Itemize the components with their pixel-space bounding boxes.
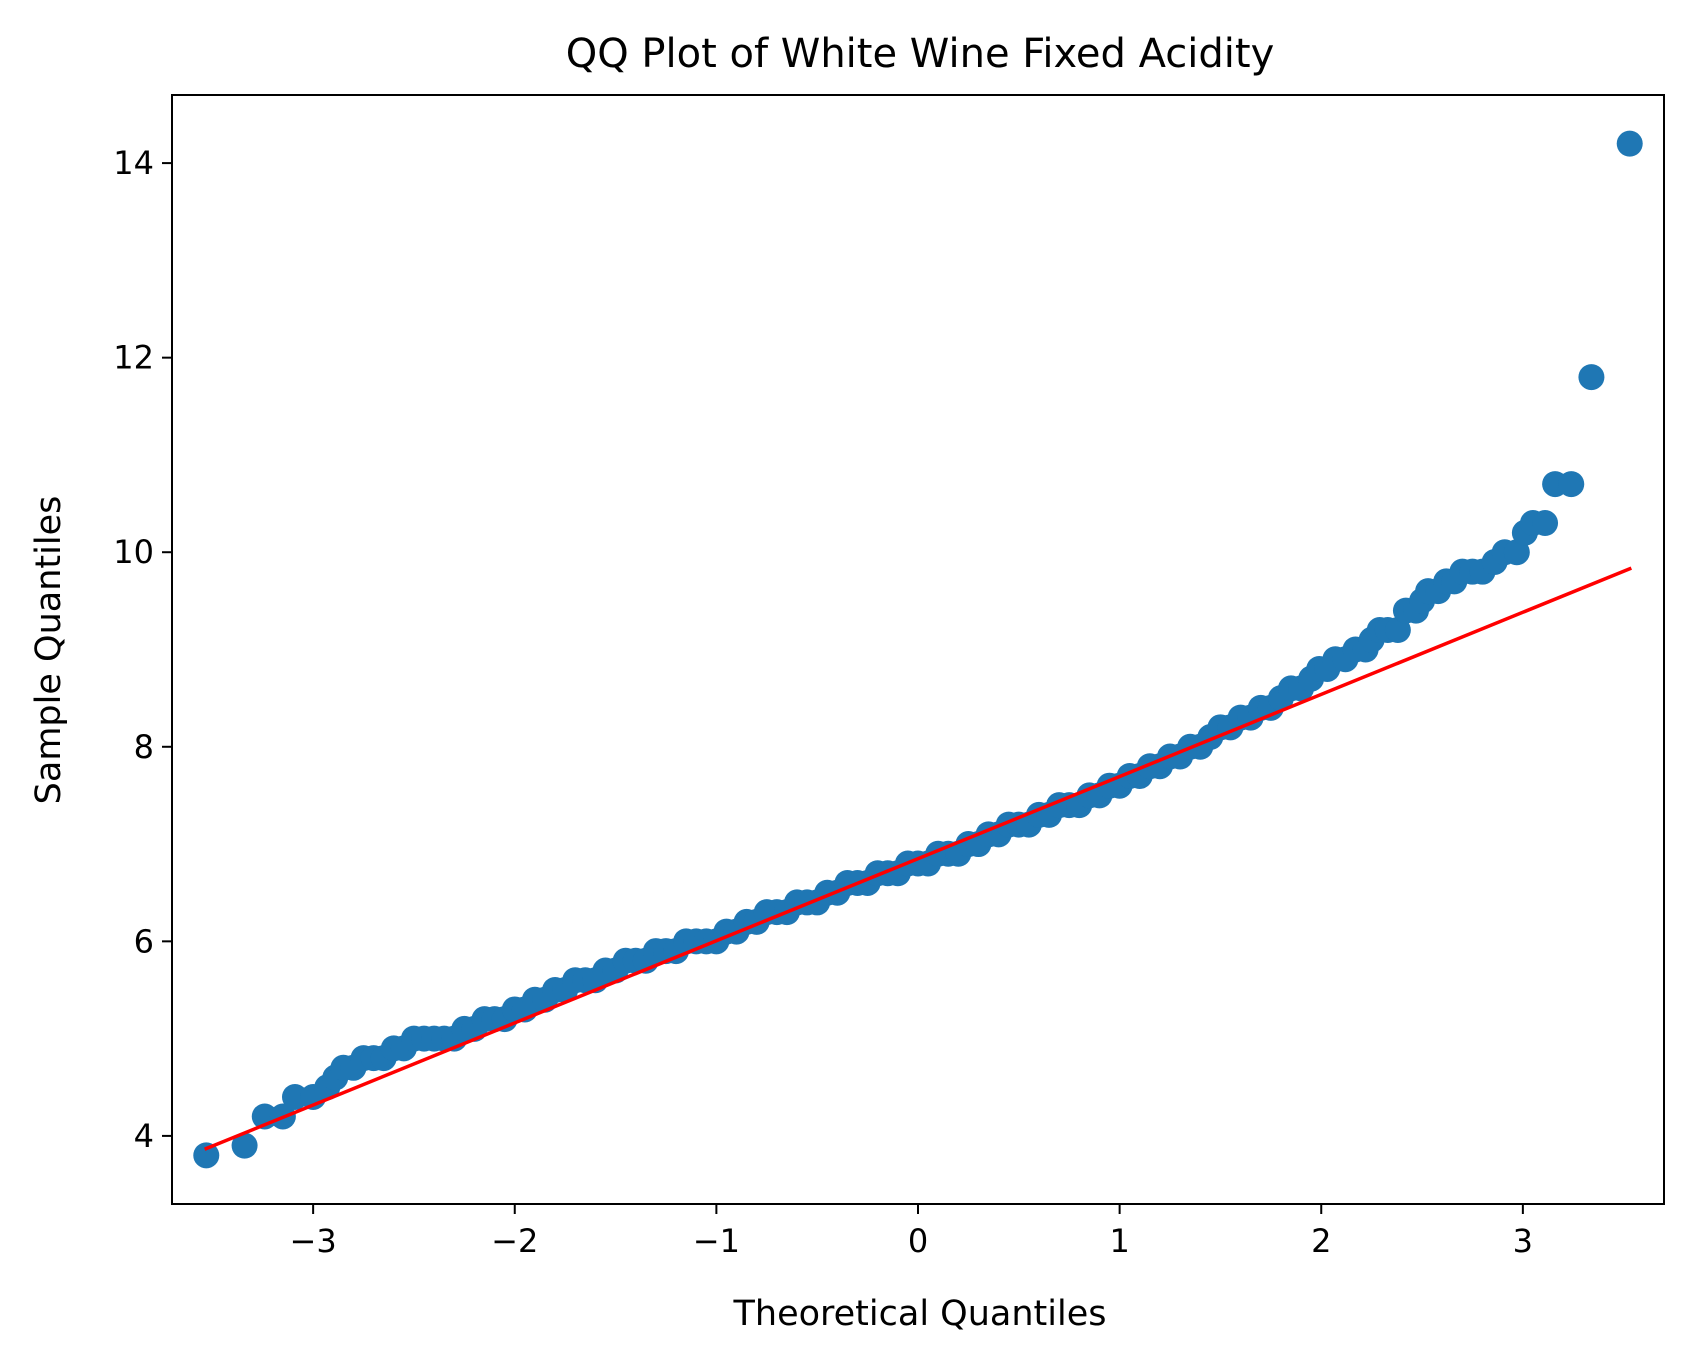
y-axis-label: Sample Quantiles [29, 496, 69, 805]
data-point [231, 1132, 258, 1159]
y-tick-label: 14 [113, 144, 154, 182]
y-tick-label: 4 [134, 1117, 154, 1155]
y-tick-label: 8 [134, 728, 154, 766]
x-tick-label: −3 [290, 1222, 337, 1260]
y-tick-label: 6 [134, 922, 154, 960]
x-tick-label: 0 [908, 1222, 928, 1260]
data-point [1558, 471, 1585, 498]
y-tick-label: 10 [113, 533, 154, 571]
data-point [1532, 510, 1559, 537]
x-tick-label: 1 [1109, 1222, 1129, 1260]
data-point [1503, 539, 1530, 566]
reference-line [203, 566, 1633, 1151]
data-point [1578, 364, 1605, 391]
x-axis-label: Theoretical Quantiles [733, 1294, 1107, 1334]
x-tick-label: 2 [1311, 1222, 1331, 1260]
x-tick-label: −1 [693, 1222, 740, 1260]
x-tick-label: −2 [491, 1222, 538, 1260]
data-point [1616, 130, 1643, 157]
data-point [193, 1142, 220, 1169]
data-point [1384, 617, 1411, 644]
x-tick-label: 3 [1513, 1222, 1533, 1260]
data-point [281, 1083, 308, 1110]
chart-title: QQ Plot of White Wine Fixed Acidity [566, 31, 1275, 77]
y-tick-label: 12 [113, 339, 154, 377]
